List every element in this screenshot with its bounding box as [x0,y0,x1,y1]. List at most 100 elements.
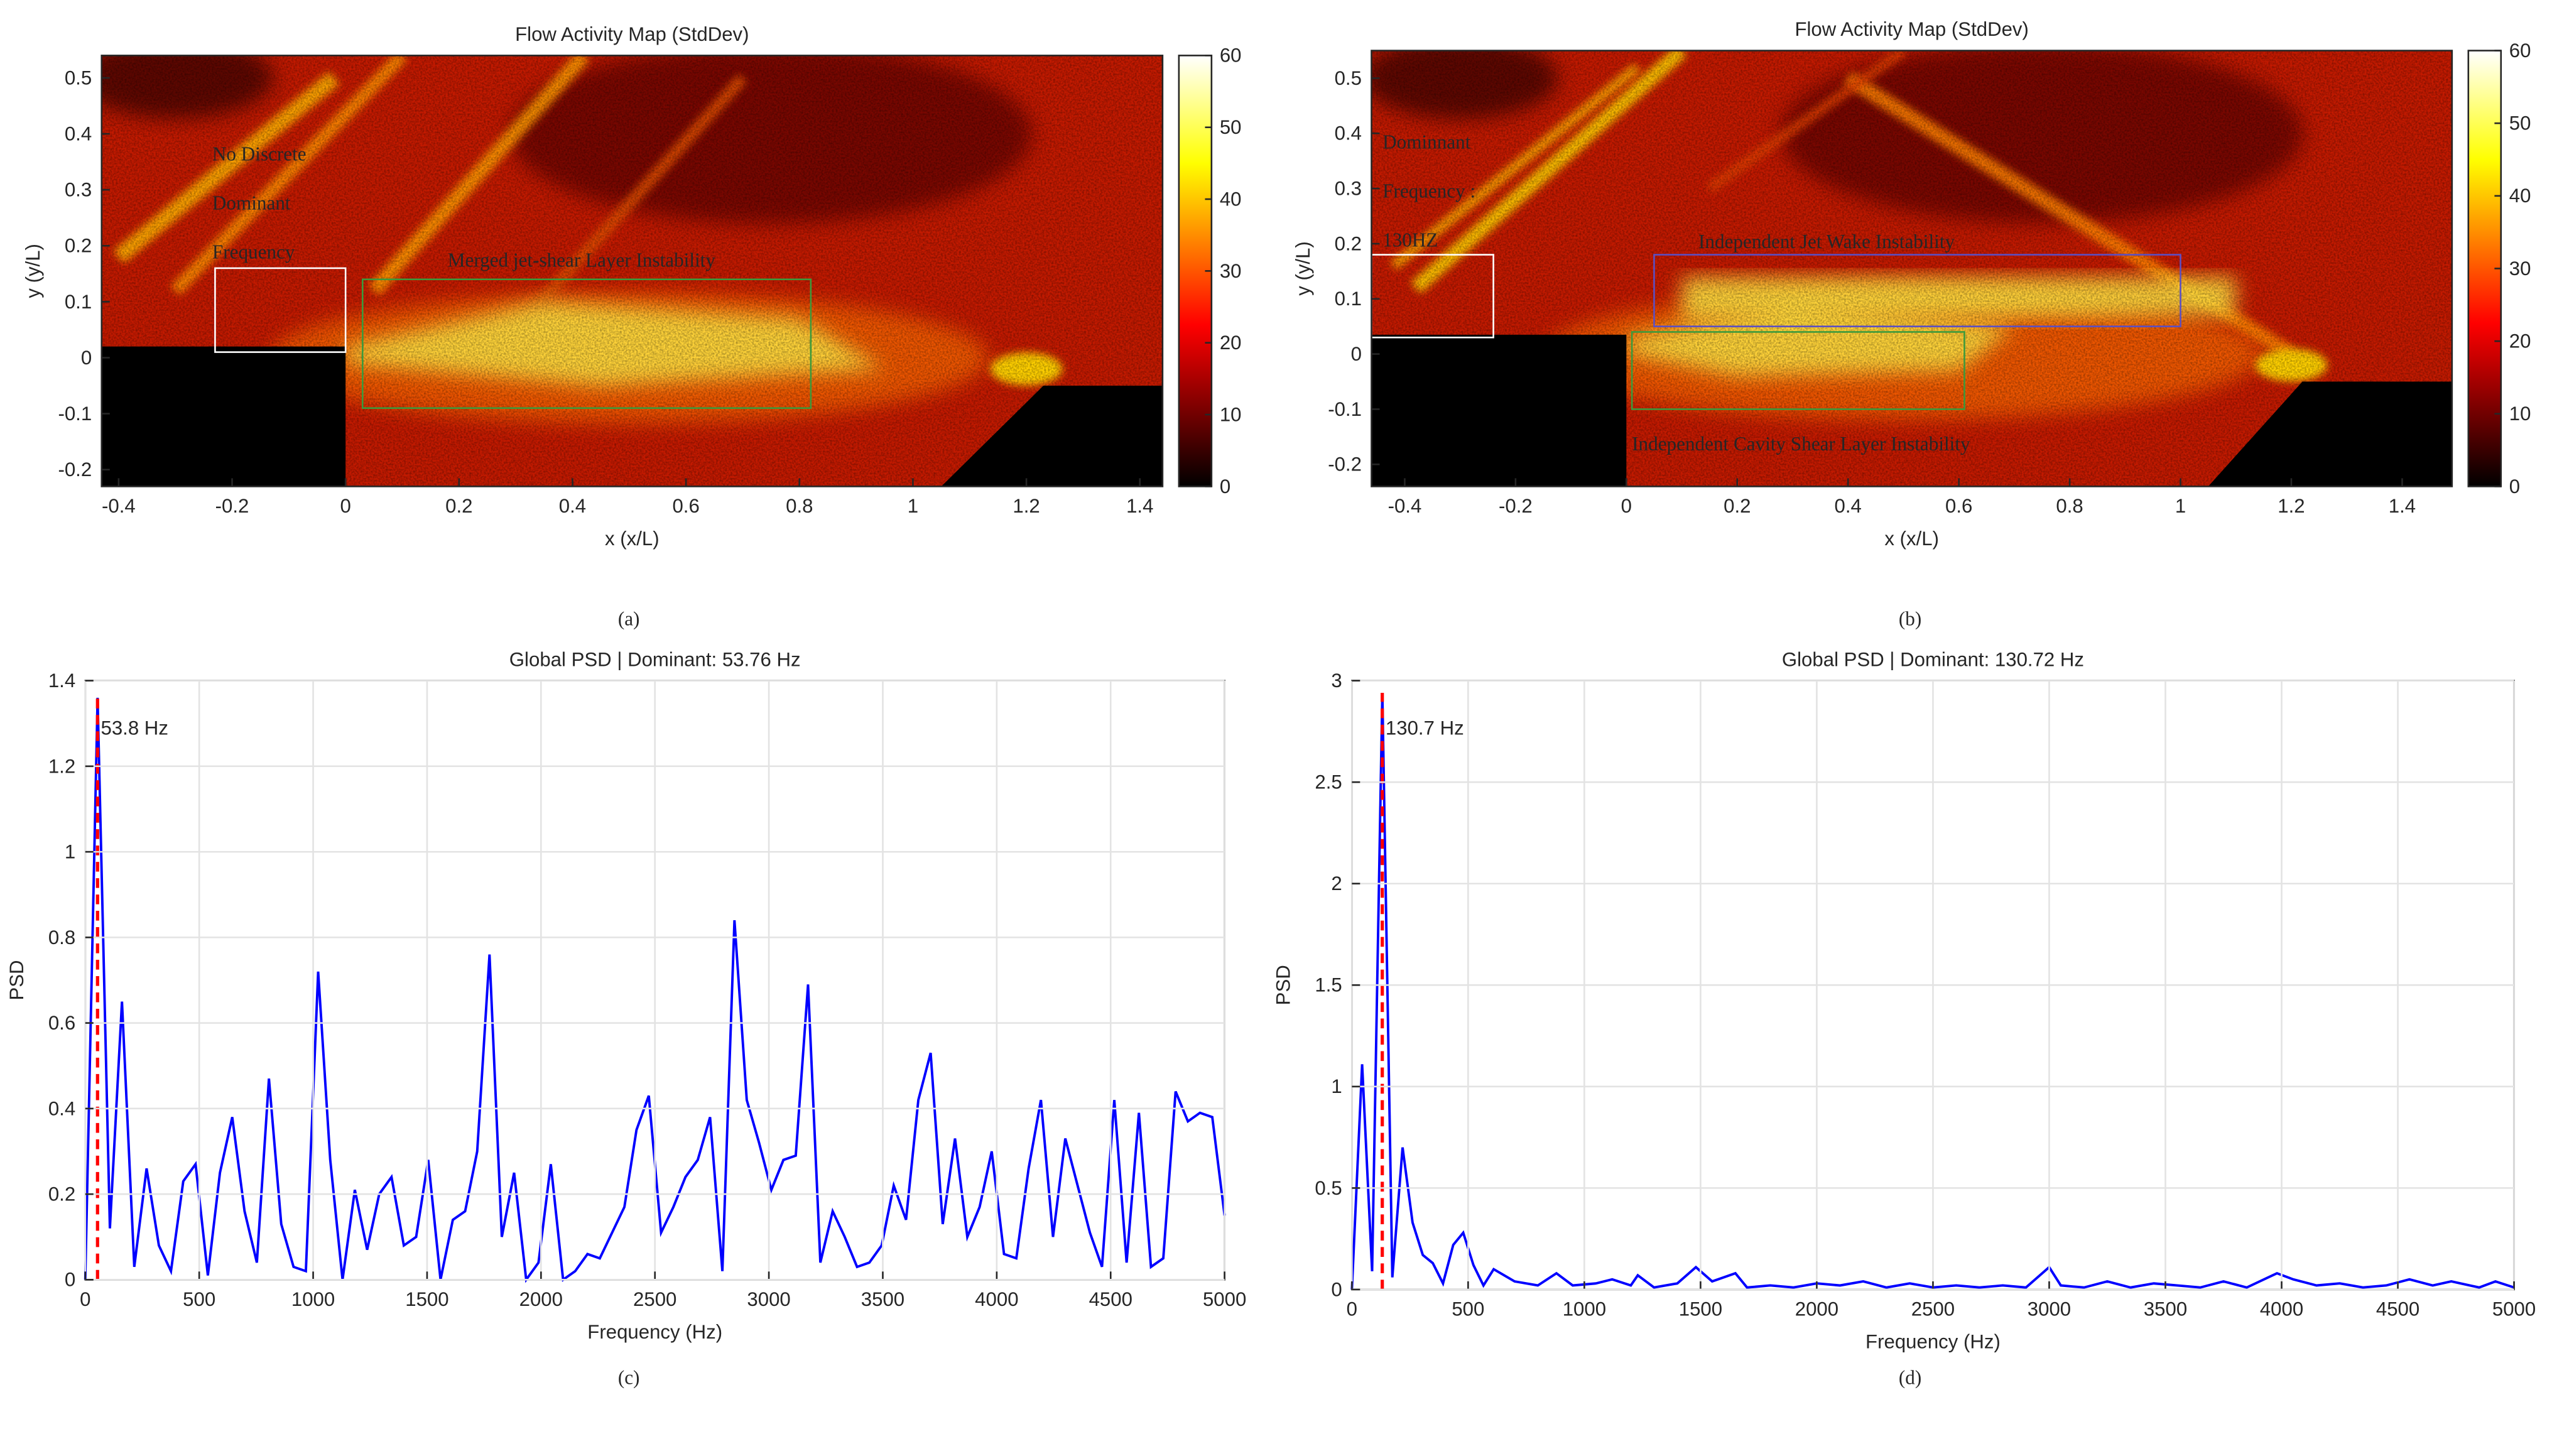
y-tick-label: 3 [1331,670,1342,692]
dominant-label: 130.7 Hz [1386,717,1464,739]
x-tick-label: 4500 [1089,1288,1132,1310]
annotation-text: Dominant [212,192,291,214]
colorbar-tick-label: 0 [1220,475,1230,497]
y-tick-label: 1.2 [48,755,75,777]
y-tick-label: -0.2 [1328,454,1362,475]
x-tick-label: 1 [908,495,918,517]
panel: Dominnant Frequency : 130HZ Independent Jet… [1292,18,2531,629]
y-axis-label: y (y/L) [1292,241,1314,296]
y-tick-label: -0.1 [58,403,92,425]
annotation-box [214,267,347,353]
y-axis-label: PSD [6,960,28,1000]
annotation-text: Independent Jet Wake Instability [1698,231,1955,253]
chart-title: Global PSD | Dominant: 130.72 Hz [1782,648,2084,670]
x-axis-label: Frequency (Hz) [587,1321,722,1343]
y-tick-label: 1 [1331,1075,1342,1097]
annotation-text: Frequency : [1382,180,1475,202]
x-tick-label: 3000 [747,1288,790,1310]
colorbar-tick-label: 60 [1220,45,1242,67]
y-tick-label: 0.4 [1335,122,1362,144]
x-tick-label: 2000 [519,1288,563,1310]
x-tick-label: -0.4 [102,495,136,517]
x-tick-label: 2500 [1911,1298,1955,1320]
x-tick-label: 4500 [2376,1298,2419,1320]
colorbar-tick-label: 20 [2509,330,2531,352]
colorbar-tick-label: 60 [2509,40,2531,62]
x-tick-label: 2500 [633,1288,676,1310]
y-tick-label: 0.6 [48,1012,75,1034]
x-tick-label: 0.2 [1724,495,1751,517]
colorbar-tick-label: 50 [2509,112,2531,134]
panel: No Discrete Dominant Frequency Merged jet-s… [22,23,1242,629]
colorbar-tick-label: 20 [1220,332,1242,354]
x-tick-label: 500 [1452,1298,1484,1320]
y-tick-label: 0.4 [65,122,92,144]
y-tick-label: 2.5 [1315,771,1342,793]
x-tick-label: 4000 [2260,1298,2303,1320]
chart-title: Flow Activity Map (StdDev) [1795,18,2028,40]
heatmap-field [1371,50,2452,487]
colorbar-tick-label: 40 [2509,185,2531,207]
y-axis-label: PSD [1273,965,1295,1005]
panel: 53.8 Hz Global PSD | Dominant: 53.76 Hz Fr… [6,648,1246,1388]
y-tick-label: -0.2 [58,459,92,481]
chart-title: Global PSD | Dominant: 53.76 Hz [509,648,801,670]
y-tick-label: 0 [1331,1278,1342,1300]
x-axis-label: Frequency (Hz) [1865,1330,2001,1352]
y-tick-label: 1.4 [48,670,75,692]
x-tick-label: 1500 [405,1288,448,1310]
y-tick-label: -0.1 [1328,398,1362,420]
colorbar-tick-label: 0 [2509,475,2520,497]
ramp [2208,381,2452,487]
annotation-text: Independent Cavity Shear Layer Instabili… [1632,433,1970,455]
x-tick-label: 0.6 [672,495,699,517]
x-axis-label: x (x/L) [1884,528,1939,550]
y-tick-label: 0.5 [1335,67,1362,89]
x-tick-label: 1.4 [2389,495,2416,517]
x-tick-label: 1500 [1679,1298,1722,1320]
y-tick-label: 0.3 [65,179,92,201]
x-tick-label: 0.8 [786,495,813,517]
x-tick-label: 1.2 [2278,495,2305,517]
x-tick-label: -0.2 [215,495,249,517]
dominant-label: 53.8 Hz [100,717,168,739]
plot-frame [1371,50,2453,487]
x-tick-label: 1000 [1563,1298,1606,1320]
x-tick-label: 3500 [2144,1298,2187,1320]
x-tick-label: 0 [340,495,351,517]
annotation-box [1653,254,2181,327]
y-tick-label: 0.1 [1335,288,1362,310]
colorbar-tick-label: 50 [1220,116,1242,138]
plot-frame [100,55,1164,487]
wall [101,346,346,487]
colorbar-tick-label: 10 [1220,403,1242,425]
panel-label: (c) [618,1367,640,1389]
x-axis-label: x (x/L) [605,528,660,550]
y-tick-label: 0 [81,347,92,369]
x-tick-label: 1000 [291,1288,335,1310]
annotation-box [361,278,812,409]
y-axis-label: y (y/L) [22,244,44,298]
x-tick-label: 0.4 [559,495,586,517]
y-tick-label: 0.2 [48,1183,75,1205]
wall [1371,334,1627,487]
y-tick-label: 0.2 [65,235,92,257]
x-tick-label: 3000 [2028,1298,2071,1320]
x-tick-label: 0 [1621,495,1632,517]
x-tick-label: 500 [183,1288,215,1310]
annotation-text: Merged jet-shear Layer Instability [448,249,716,271]
x-tick-label: 0.6 [1945,495,1972,517]
y-tick-label: 0 [1351,343,1362,365]
annotation-text: 130HZ [1382,229,1438,251]
x-tick-label: 1.2 [1013,495,1040,517]
x-tick-label: 0.4 [1835,495,1862,517]
y-tick-label: 2 [1331,872,1342,894]
panel-label: (a) [618,607,640,629]
x-tick-label: 0.2 [445,495,472,517]
x-tick-label: 1.4 [1126,495,1153,517]
annotation-text: Frequency [212,241,295,263]
y-tick-label: 0.5 [1315,1177,1342,1199]
y-tick-label: 1 [65,841,75,863]
